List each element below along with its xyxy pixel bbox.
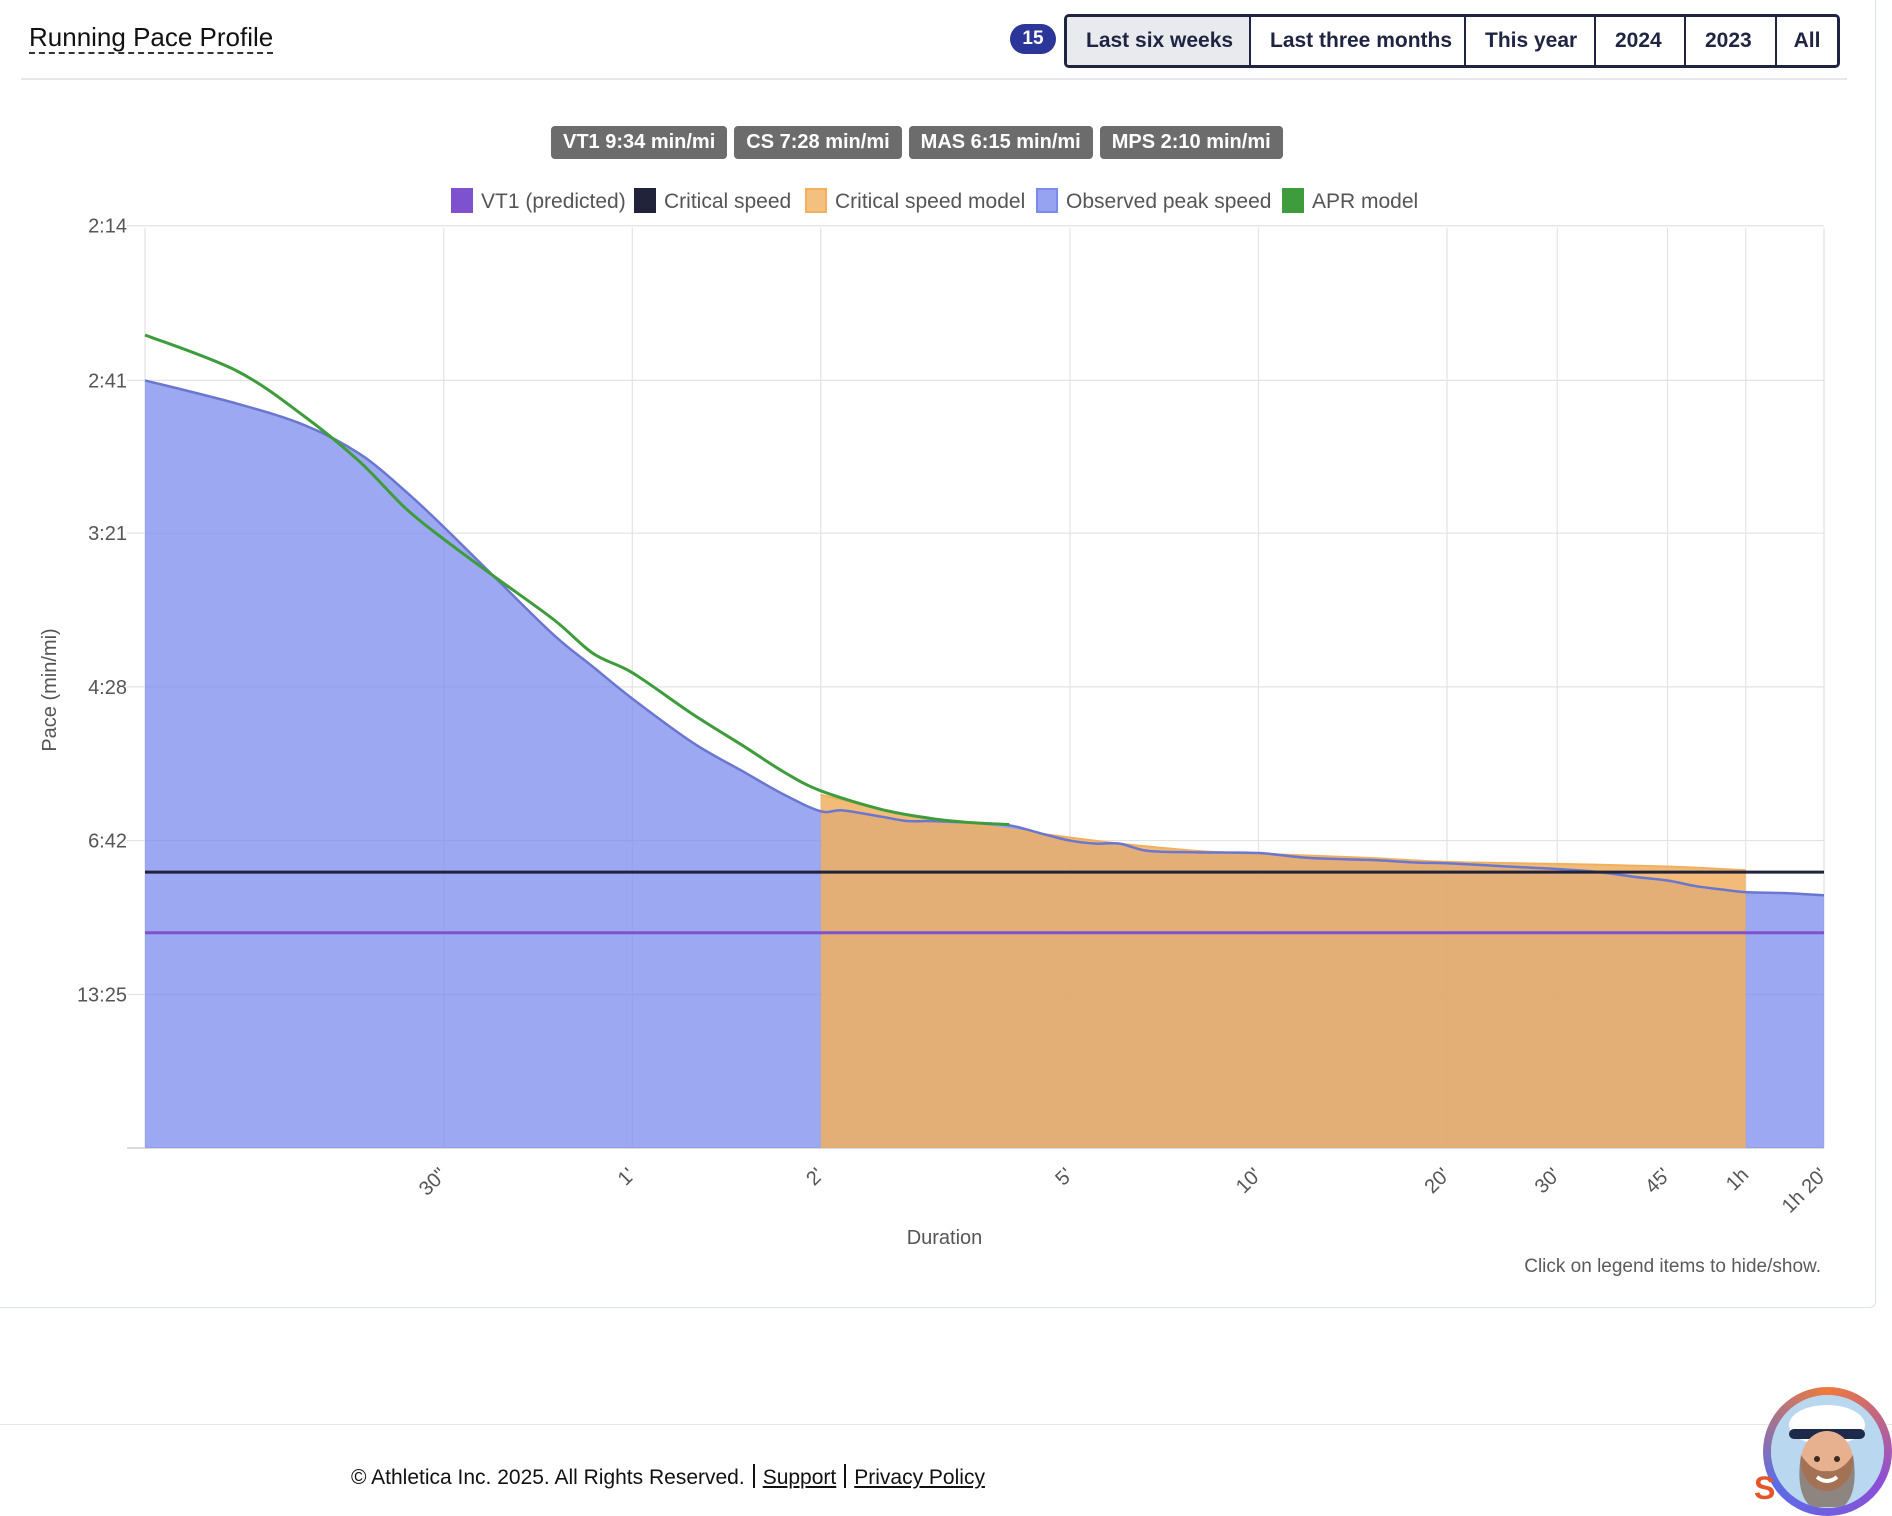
pace-profile-panel: Running Pace Profile 15 Last six weeks L…: [0, 0, 1876, 1308]
footer-separator: [844, 1464, 847, 1488]
copyright: © Athletica Inc. 2025. All Rights Reserv…: [351, 1466, 745, 1489]
footer: © Athletica Inc. 2025. All Rights Reserv…: [351, 1464, 985, 1490]
legend-label: APR model: [1312, 190, 1418, 213]
footer-divider: [0, 1424, 1892, 1425]
support-link[interactable]: Support: [762, 1466, 837, 1489]
legend-label: Critical speed model: [835, 190, 1025, 213]
y-tick-label: 6:42: [88, 831, 127, 853]
x-tick-label: 30": [415, 1164, 451, 1200]
x-tick-label: 1h 20': [1778, 1164, 1832, 1218]
coach-label-fragment: S: [1754, 1470, 1776, 1506]
stat-vt1: VT1 9:34 min/mi: [551, 126, 728, 159]
legend-item-critical-speed[interactable]: Critical speed: [634, 188, 791, 213]
critical-speed-model-area: [820, 794, 1746, 1148]
coach-avatar-button[interactable]: [1763, 1387, 1892, 1516]
pace-chart: 2:14 2:41 3:21 4:28 6:42 13:25 30" 1' 2' 5' 10' 20'…: [39, 188, 1832, 1249]
legend-item-vt1-predicted[interactable]: VT1 (predicted): [451, 188, 626, 213]
stat-mps: MPS 2:10 min/mi: [1099, 126, 1283, 159]
y-tick-label: 13:25: [77, 984, 127, 1006]
x-axis-title: Duration: [907, 1227, 983, 1249]
count-badge: 15: [1010, 24, 1056, 54]
privacy-policy-link[interactable]: Privacy Policy: [854, 1466, 985, 1489]
range-button-this-year[interactable]: This year: [1464, 17, 1594, 65]
range-button-last-six-weeks[interactable]: Last six weeks: [1067, 17, 1249, 65]
x-tick-label: 2': [802, 1164, 828, 1190]
legend-item-apr-model[interactable]: APR model: [1282, 188, 1418, 213]
threshold-stats: VT1 9:34 min/mi CS 7:28 min/mi MAS 6:15 …: [551, 126, 1283, 159]
x-tick-label: 20': [1421, 1164, 1455, 1198]
x-tick-label: 1h: [1722, 1164, 1753, 1195]
y-tick-label: 2:14: [88, 216, 127, 238]
legend-swatch: [805, 188, 827, 213]
x-tick-label: 5': [1051, 1164, 1077, 1190]
legend-hint: Click on legend items to hide/show.: [1524, 1256, 1821, 1277]
header-divider: [21, 78, 1847, 80]
legend-label: VT1 (predicted): [481, 190, 626, 213]
x-tick-label: 45': [1641, 1164, 1675, 1198]
footer-separator: [752, 1464, 755, 1488]
legend-item-critical-speed-model[interactable]: Critical speed model: [805, 188, 1025, 213]
y-tick-label: 3:21: [88, 523, 127, 545]
coach-avatar-icon: [1771, 1395, 1884, 1508]
stat-cs: CS 7:28 min/mi: [734, 126, 902, 159]
x-tick-label: 10': [1232, 1164, 1266, 1198]
legend-swatch: [451, 188, 473, 213]
y-tick-label: 2:41: [88, 370, 127, 392]
x-tick-label: 1': [614, 1164, 640, 1190]
range-button-2024[interactable]: 2024: [1594, 17, 1684, 65]
range-button-all[interactable]: All: [1775, 17, 1837, 65]
legend-label: Critical speed: [664, 190, 791, 213]
stat-mas: MAS 6:15 min/mi: [908, 126, 1093, 159]
range-button-2023[interactable]: 2023: [1684, 17, 1775, 65]
legend-swatch: [1036, 188, 1058, 213]
range-button-last-three-months[interactable]: Last three months: [1249, 17, 1464, 65]
y-axis-title: Pace (min/mi): [39, 628, 61, 751]
x-tick-label: 30': [1531, 1164, 1565, 1198]
legend-swatch: [1282, 188, 1304, 213]
apr-model-line: [144, 333, 1010, 826]
panel-title[interactable]: Running Pace Profile: [29, 22, 274, 54]
legend-label: Observed peak speed: [1066, 190, 1271, 213]
legend-item-observed-peak-speed[interactable]: Observed peak speed: [1036, 188, 1271, 213]
range-button-group: Last six weeks Last three months This ye…: [1064, 14, 1840, 68]
y-tick-label: 4:28: [88, 677, 127, 699]
legend-swatch: [634, 188, 656, 213]
